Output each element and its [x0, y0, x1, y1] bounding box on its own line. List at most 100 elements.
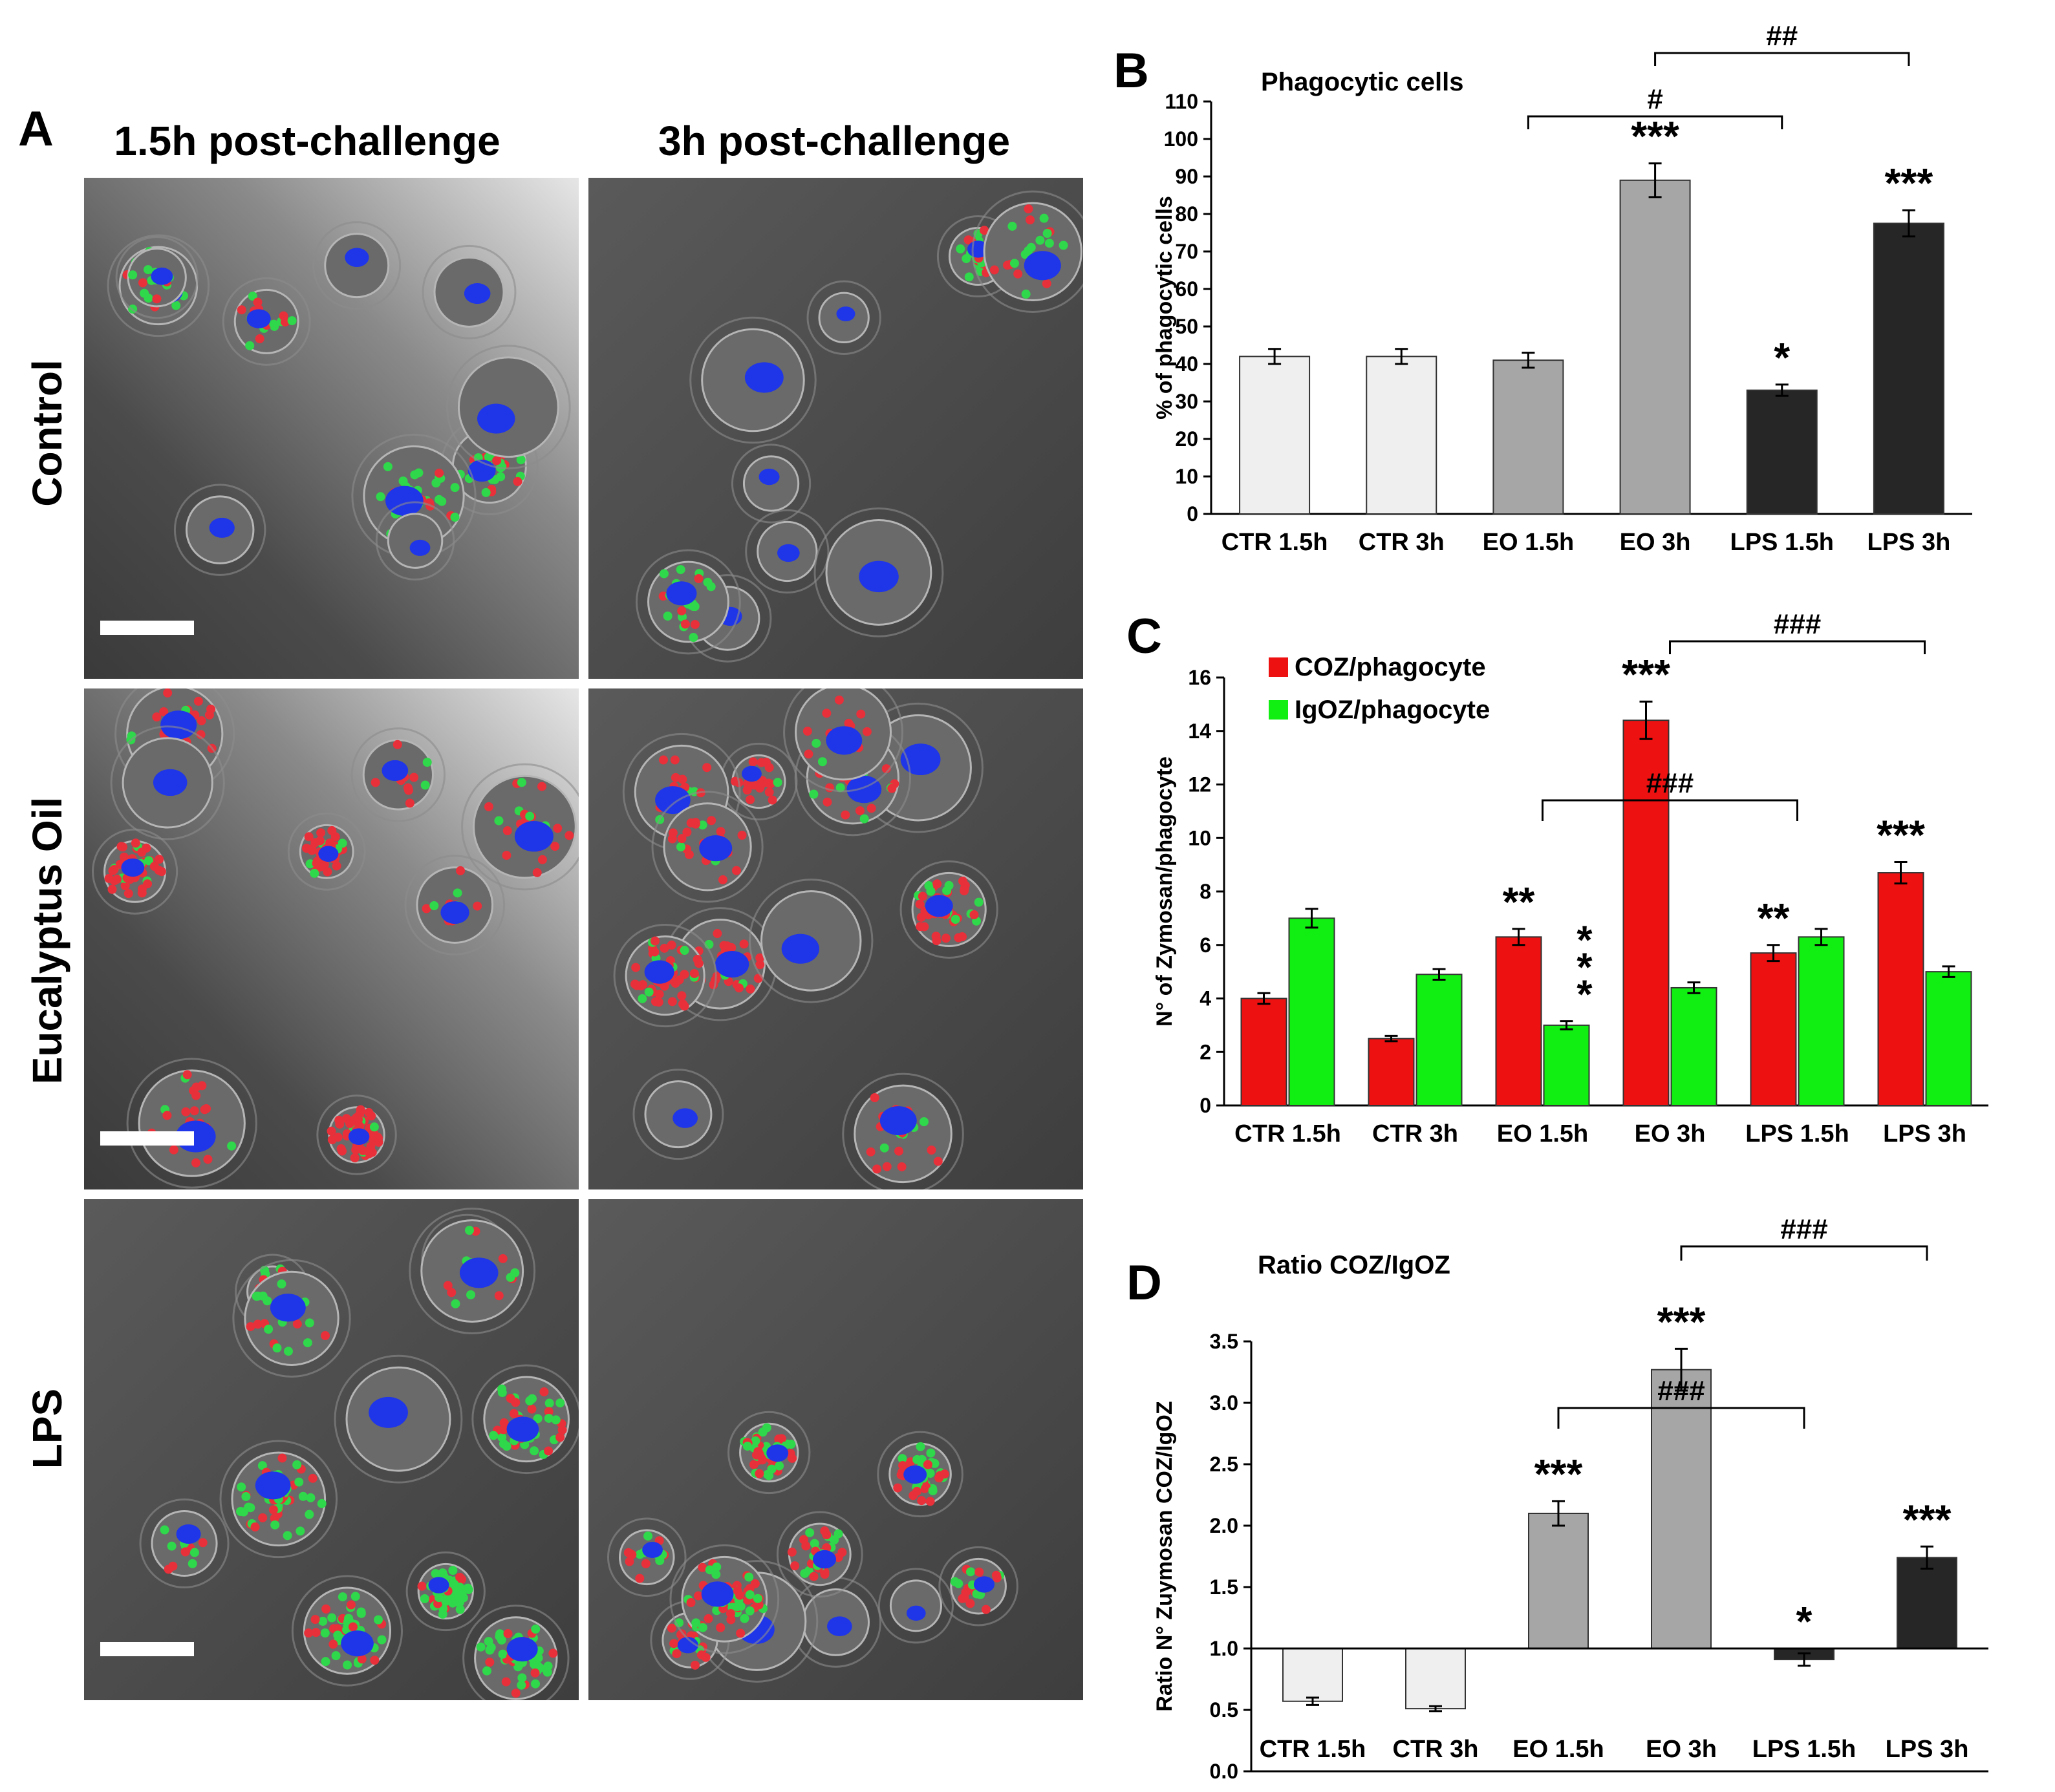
- cell-membrane: [139, 1498, 230, 1588]
- zymosan-particle: [485, 1658, 495, 1667]
- zymosan-particle: [305, 1509, 314, 1519]
- nucleus: [744, 362, 784, 393]
- zymosan-particle: [742, 785, 752, 795]
- zymosan-particle: [237, 1482, 246, 1492]
- y-tick-label: 2: [1200, 1040, 1211, 1063]
- zymosan-particle: [343, 1660, 352, 1670]
- zymosan-particle: [530, 1446, 539, 1456]
- zymosan-particle: [650, 936, 660, 946]
- cell-membrane: [222, 277, 311, 366]
- cell-body: [457, 356, 559, 458]
- zymosan-particle: [744, 1572, 754, 1582]
- nucleus: [345, 248, 369, 267]
- nucleus: [409, 539, 431, 556]
- zymosan-particle: [804, 749, 813, 759]
- y-axis-label: Ratio N° Zuymosan COZ/IgOZ: [1152, 1401, 1177, 1711]
- zymosan-particle: [764, 787, 774, 797]
- zymosan-particle: [189, 1106, 199, 1116]
- nucleus: [176, 1524, 201, 1544]
- cell: [350, 727, 446, 822]
- zymosan-particle: [253, 1319, 263, 1329]
- zymosan-particle: [790, 1561, 800, 1571]
- cell-membrane: [461, 763, 579, 891]
- significance-marker: ***: [1877, 811, 1925, 858]
- cell-membrane: [334, 1354, 463, 1484]
- cell: [806, 280, 881, 355]
- zymosan-particle: [200, 1105, 210, 1115]
- zymosan-particle: [327, 1126, 336, 1136]
- legend-swatch: [1269, 700, 1288, 720]
- bar-igoz: [1415, 974, 1463, 1106]
- cell: [422, 244, 517, 339]
- zymosan-particle: [498, 1649, 508, 1659]
- significance-marker: *: [1796, 1598, 1813, 1645]
- zymosan-particle: [698, 820, 707, 830]
- zymosan-particle: [435, 468, 444, 478]
- zymosan-particle: [736, 1601, 746, 1611]
- legend-label: COZ/phagocyte: [1295, 653, 1486, 681]
- zymosan-particle: [735, 983, 744, 993]
- panel-letter-c: C: [1126, 609, 1162, 664]
- zymosan-particle: [253, 297, 263, 307]
- legend-label: IgOZ/phagocyte: [1295, 696, 1490, 724]
- bar: [1746, 389, 1818, 515]
- nucleus: [255, 1471, 291, 1500]
- nucleus: [672, 1108, 698, 1128]
- zymosan-particle: [171, 301, 181, 310]
- zymosan-particle: [143, 879, 153, 889]
- zymosan-particle: [690, 1660, 700, 1670]
- cell: [139, 1498, 230, 1588]
- zymosan-particle: [197, 1081, 207, 1091]
- panel-letter-d: D: [1126, 1255, 1162, 1310]
- cell-membrane: [350, 727, 446, 822]
- bar: [1619, 179, 1691, 515]
- row-label-control: Control: [24, 359, 70, 507]
- zymosan-particle: [882, 1162, 892, 1171]
- cell: [842, 1072, 964, 1189]
- zymosan-particle: [292, 1460, 302, 1469]
- zymosan-particle: [306, 1493, 316, 1502]
- zymosan-particle: [264, 1325, 274, 1334]
- zymosan-particle: [120, 881, 130, 891]
- zymosan-particle: [279, 311, 288, 321]
- cell: [745, 509, 830, 594]
- nucleus: [341, 1630, 374, 1657]
- zymosan-particle: [338, 838, 347, 848]
- zymosan-particle: [463, 1583, 473, 1593]
- zymosan-particle: [689, 602, 698, 612]
- zymosan-particle: [553, 824, 563, 833]
- zymosan-particle: [237, 305, 246, 315]
- zymosan-particle: [283, 1347, 293, 1356]
- cell-membrane: [291, 1575, 403, 1687]
- zymosan-particle: [809, 1572, 819, 1581]
- zymosan-particle: [350, 1592, 360, 1601]
- zymosan-particle: [383, 462, 393, 471]
- zymosan-particle: [856, 709, 866, 719]
- cell-membrane: [404, 855, 506, 955]
- nucleus: [813, 1550, 837, 1569]
- cell: [813, 507, 944, 637]
- y-tick-label: 0: [1200, 1094, 1211, 1117]
- zymosan-particle: [951, 915, 960, 924]
- zymosan-particle: [376, 492, 385, 502]
- zymosan-particle: [981, 1605, 991, 1614]
- micrograph-eucalyptus-oil-3h: [588, 688, 1083, 1189]
- zymosan-particle: [745, 1606, 755, 1616]
- zymosan-particle: [928, 1486, 938, 1495]
- significance-marker: ***: [1631, 113, 1679, 160]
- zymosan-particle: [667, 940, 676, 950]
- zymosan-particle: [160, 1525, 169, 1535]
- nucleus: [701, 1581, 734, 1607]
- zymosan-particle: [894, 1146, 903, 1156]
- zymosan-particle: [670, 755, 680, 765]
- zymosan-particle: [333, 1133, 343, 1142]
- zymosan-particle: [1059, 240, 1068, 250]
- chart-b-phagocytic-cells: 0 10 20 30 40 50 60 70 80 90 100 110 % of phagocytic…: [1152, 20, 1972, 556]
- zymosan-particle: [834, 1553, 843, 1563]
- zymosan-particle: [502, 851, 511, 860]
- zymosan-particle: [311, 1628, 321, 1637]
- zymosan-particle: [517, 1673, 527, 1683]
- zymosan-particle: [746, 984, 755, 994]
- nucleus: [369, 1396, 408, 1428]
- bar: [1405, 1648, 1466, 1710]
